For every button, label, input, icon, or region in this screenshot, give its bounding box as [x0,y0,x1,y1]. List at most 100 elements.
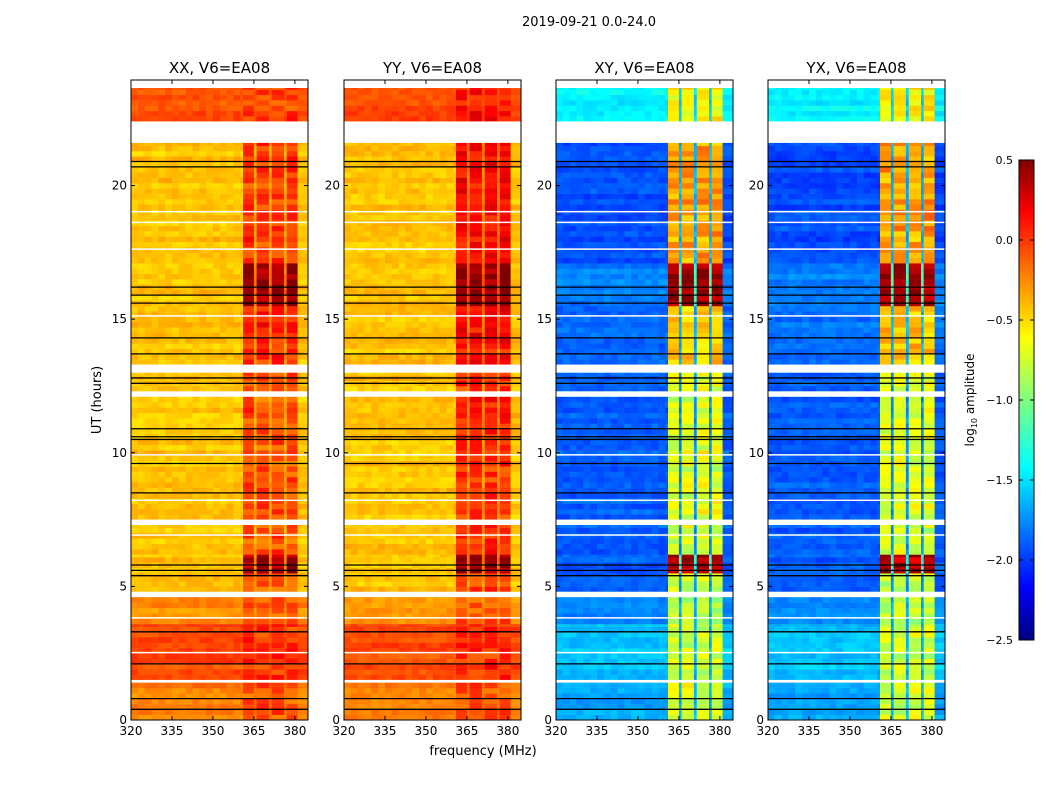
heatmap-cell [268,316,272,323]
heatmap-cell [192,492,200,499]
heatmap-cell [226,110,234,117]
heatmap-cell [192,100,200,106]
heatmap-cell [178,554,186,558]
heatmap-cell [371,682,379,689]
heatmap-cell [499,353,511,360]
heatmap-cell [456,687,468,694]
heatmap-cell [364,418,372,424]
heatmap-cell [398,439,406,446]
heatmap-cell [469,527,483,534]
heatmap-cell [405,353,413,360]
heatmap-cell [131,252,139,259]
heatmap-cell [268,487,272,494]
heatmap-cell [466,482,470,488]
heatmap-cell [212,498,221,504]
heatmap-cell [212,257,221,264]
heatmap-cell [350,693,358,699]
heatmap-cell [178,687,186,694]
heatmap-cell [378,273,386,280]
heatmap-cell [206,503,214,510]
heatmap-cell [481,321,485,328]
heatmap-cell [226,332,234,339]
heatmap-cell [297,704,309,710]
heatmap-cell [253,471,257,478]
heatmap-cell [286,116,298,122]
heatmap-cell [151,653,159,659]
heatmap-cell [271,455,285,462]
heatmap-cell [469,704,483,710]
heatmap-cell [243,359,255,365]
heatmap-cell [158,687,166,694]
heatmap-cell [219,482,227,488]
heatmap-cell [425,455,434,462]
heatmap-cell [178,423,186,430]
heatmap-cell [364,455,372,462]
heatmap-cell [131,514,139,520]
heatmap-cell [378,482,386,488]
heatmap-cell [192,332,200,339]
heatmap-cell [137,412,145,419]
heatmap-cell [233,658,241,665]
heatmap-cell [178,372,186,376]
heatmap-cell [510,647,522,654]
heatmap-cell [357,573,365,577]
heatmap-cell [172,674,180,681]
heatmap-cell [344,538,352,544]
heatmap-cell [151,498,159,504]
heatmap-cell [425,618,434,625]
heatmap-cell [131,156,139,162]
heatmap-cell [178,236,186,242]
heatmap-cell [350,476,358,483]
heatmap-cell [378,527,386,534]
heatmap-cell [425,348,434,355]
heatmap-cell [469,597,483,603]
heatmap-cell [192,198,200,205]
heatmap-cell [371,455,379,462]
heatmap-cell [158,658,166,665]
heatmap-cell [466,263,470,269]
heatmap-cell [453,498,457,504]
heatmap-cell [466,332,470,339]
heatmap-cell [137,236,145,242]
heatmap-cell [439,575,447,582]
heatmap-cell [398,631,406,638]
heatmap-cell [481,549,485,555]
heatmap-cell [456,663,468,670]
heatmap-cell [286,602,298,609]
heatmap-cell [453,316,457,323]
heatmap-cell [439,372,447,376]
heatmap-cell [172,698,180,705]
heatmap-cell [271,386,285,392]
heatmap-cell [192,327,200,333]
heatmap-cell [253,348,257,355]
heatmap-cell [172,466,180,472]
heatmap-cell [192,156,200,162]
heatmap-cell [453,693,457,699]
heatmap-cell [172,105,180,112]
heatmap-cell [226,527,234,534]
heatmap-cell [344,623,352,627]
heatmap-cell [405,557,413,563]
heatmap-cell [219,637,227,643]
heatmap-cell [446,607,454,614]
heatmap-cell [185,372,193,376]
heatmap-cell [268,220,272,226]
heatmap-cell [432,492,440,499]
heatmap-cell [253,543,257,550]
heatmap-cell [219,557,227,563]
heatmap-cell [172,613,180,619]
heatmap-cell [385,704,393,710]
heatmap-cell [206,145,214,152]
heatmap-cell [499,508,511,515]
heatmap-cell [481,658,485,665]
heatmap-cell [151,586,159,593]
heatmap-cell [481,524,485,528]
heatmap-cell [357,709,365,715]
heatmap-cell [240,503,244,510]
heatmap-cell [185,156,193,162]
heatmap-cell [350,524,358,528]
heatmap-cell [344,658,352,665]
heatmap-cell [178,142,186,146]
heatmap-cell [219,337,227,344]
heatmap-cell [233,343,241,349]
